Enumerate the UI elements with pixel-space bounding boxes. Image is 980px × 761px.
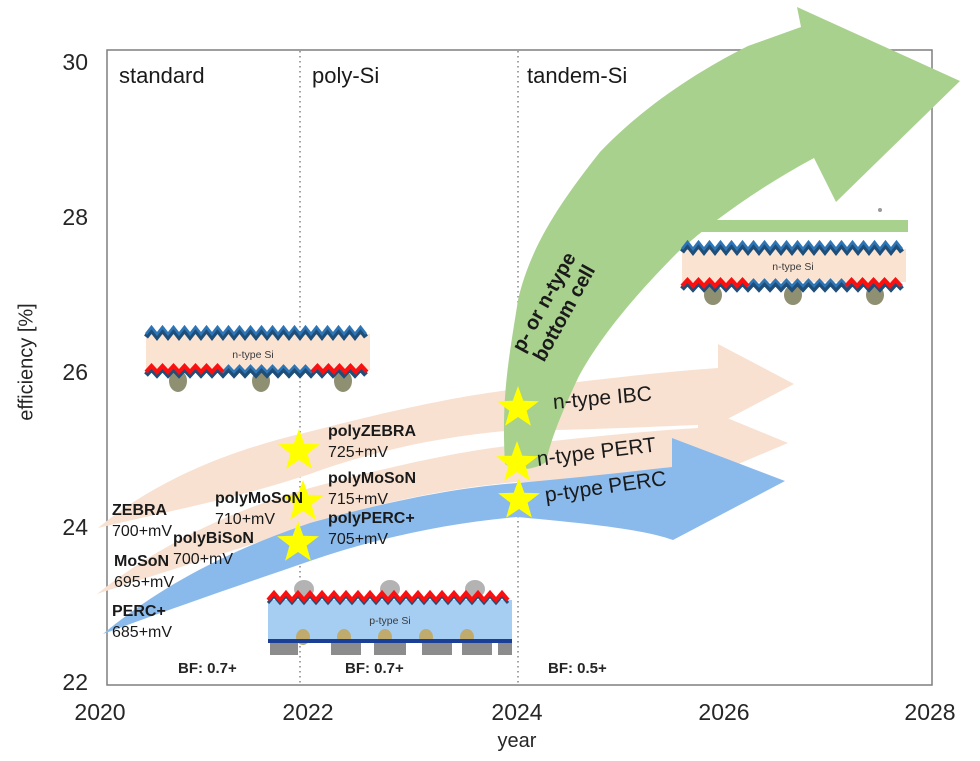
ibc-contact-blob	[334, 370, 352, 392]
perc-rear-passivation-line	[268, 639, 512, 643]
ibc-cell-schematic: n-type Si	[144, 324, 370, 392]
bf-label-poly: BF: 0.7+	[345, 660, 404, 677]
ibc-contact-blob	[169, 370, 187, 392]
perc-rear-pad	[498, 643, 512, 655]
milestone-name: MoSoN	[114, 553, 170, 570]
phase-label-poly-si: poly-Si	[312, 63, 380, 88]
milestone-name: polyPERC+	[328, 510, 415, 527]
bf-label-tandem: BF: 0.5+	[548, 660, 607, 677]
milestone-polymoson-now: polyMoSoN 710+mV	[215, 488, 303, 530]
milestone-voc: 685+mV	[112, 624, 173, 641]
milestone-polyzebra: polyZEBRA 725+mV	[328, 421, 416, 463]
tandem-top-cell-bar	[680, 220, 908, 232]
ibc-arrow-band	[98, 344, 794, 528]
milestone-voc: 710+mV	[215, 511, 276, 528]
milestone-voc: 695+mV	[114, 574, 175, 591]
phase-label-standard: standard	[119, 63, 205, 88]
milestone-name: polyBiSoN	[173, 530, 254, 547]
perc-cell-schematic: p-type Si	[266, 580, 512, 655]
ibc-top-zigzag-dark	[144, 325, 368, 342]
perc-rear-pad	[462, 643, 492, 655]
perc-rear-pad	[331, 643, 361, 655]
ibc-bottom-zigzag-red-left	[144, 363, 225, 375]
ibc-cell-label: n-type Si	[232, 349, 273, 361]
perc-cell-label: p-type Si	[369, 615, 410, 627]
milestone-name: polyMoSoN	[215, 490, 303, 507]
milestone-name: polyMoSoN	[328, 470, 416, 487]
milestone-voc: 700+mV	[112, 523, 173, 540]
milestone-moson: MoSoN 695+mV	[114, 551, 174, 593]
perc-arrow-band	[103, 438, 785, 634]
bf-label-standard: BF: 0.7+	[178, 660, 237, 677]
milestone-percplus: PERC+ 685+mV	[112, 601, 172, 643]
x-tick-2020: 2020	[74, 699, 126, 725]
tandem-bottom-zigzag-red-right	[844, 277, 903, 289]
milestone-voc: 705+mV	[328, 531, 389, 548]
milestone-polybison: polyBiSoN 700+mV	[173, 528, 254, 570]
y-tick-30: 30	[62, 49, 88, 75]
milestone-voc: 715+mV	[328, 491, 389, 508]
ibc-bottom-zigzag-dark	[144, 365, 368, 379]
milestone-name: polyZEBRA	[328, 423, 416, 440]
y-tick-24: 24	[62, 514, 88, 540]
y-tick-26: 26	[62, 359, 88, 385]
perc-rear-pad	[270, 643, 298, 655]
y-tick-28: 28	[62, 204, 88, 230]
x-tick-2026: 2026	[698, 699, 750, 725]
milestone-zebra: ZEBRA 700+mV	[112, 500, 172, 542]
perc-rear-pad	[374, 643, 406, 655]
milestone-voc: 700+mV	[173, 551, 234, 568]
tandem-cell-label: n-type Si	[772, 261, 813, 273]
perc-rear-pad	[422, 643, 452, 655]
milestone-voc: 725+mV	[328, 444, 389, 461]
tandem-contact-blob	[784, 285, 802, 305]
x-tick-2024: 2024	[491, 699, 543, 725]
milestone-polymoson-next: polyMoSoN 715+mV	[328, 468, 416, 510]
perc-top-zigzag-red	[266, 589, 510, 604]
plot-border	[106, 49, 933, 686]
tandem-bottom-zigzag-red-left	[680, 277, 750, 289]
tandem-cell-schematic: n-type Si	[680, 208, 908, 305]
x-tick-2028: 2028	[904, 699, 956, 725]
ibc-top-zigzag-light	[144, 324, 368, 337]
y-tick-22: 22	[62, 669, 88, 695]
phase-label-tandem-si: tandem-Si	[527, 63, 628, 88]
tandem-contact-blob	[704, 285, 722, 305]
y-axis-title: efficiency [%]	[15, 303, 38, 421]
pert-arrow-band	[97, 406, 788, 594]
stray-dot	[878, 208, 882, 212]
milestone-name: PERC+	[112, 603, 166, 620]
milestone-name: ZEBRA	[112, 502, 168, 519]
tandem-top-zigzag-dark	[680, 240, 904, 257]
x-tick-2022: 2022	[282, 699, 334, 725]
milestone-polypercplus: polyPERC+ 705+mV	[328, 508, 415, 550]
tandem-top-zigzag-light	[680, 239, 904, 252]
ibc-bottom-zigzag-red-right	[310, 363, 369, 375]
x-axis-title: year	[497, 730, 537, 752]
tandem-arrow-band	[503, 7, 960, 470]
